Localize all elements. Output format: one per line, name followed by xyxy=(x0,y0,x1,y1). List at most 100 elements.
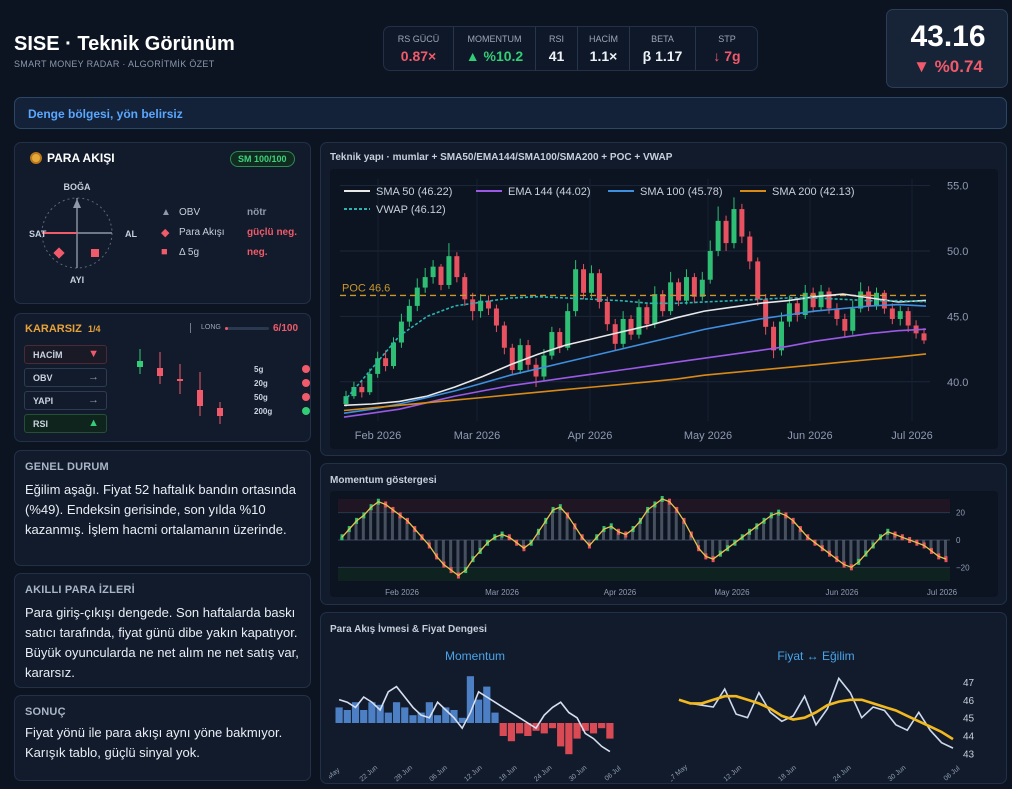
momentum-bar xyxy=(863,540,867,554)
flow-bar xyxy=(343,710,351,723)
y-tick-label: 43 xyxy=(963,749,975,760)
price-box: 43.16 ▼ %0.74 xyxy=(886,9,1008,88)
momentum-chart[interactable]: 20 0 −20 Feb 2026 Mar 2026 Apr 2026 May 2026 Ju… xyxy=(330,491,998,597)
legend-row: ■ Δ 5g neg. xyxy=(161,246,306,263)
metric-value: β 1.17 xyxy=(642,48,683,64)
overbought-zone xyxy=(338,499,950,513)
page-title: SISE · Teknik Görünüm xyxy=(14,33,235,55)
legend-value: nötr xyxy=(247,207,267,218)
sm-badge: SM 100/100 xyxy=(230,151,295,167)
momentum-bar xyxy=(885,531,889,540)
flow-bar xyxy=(524,723,532,736)
y-tick-label: 40.0 xyxy=(947,377,968,389)
flow-bar xyxy=(368,702,376,723)
momentum-bar xyxy=(376,501,380,540)
card-title: GENEL DURUM xyxy=(25,461,109,473)
chart-title: Para Akış İvmesi & Fiyat Dengesi xyxy=(330,624,487,635)
signal-chip-rsi: RSI ▲ xyxy=(24,414,107,433)
y-tick-label: 47 xyxy=(963,678,975,689)
chart-title: Momentum göstergesi xyxy=(330,475,437,486)
flow-bar xyxy=(335,707,343,723)
momentum-bar xyxy=(536,531,540,540)
candle xyxy=(549,332,555,356)
momentum-bar xyxy=(725,540,729,549)
candle xyxy=(588,273,594,293)
candle xyxy=(501,325,507,348)
momentum-bar xyxy=(543,520,547,540)
momentum-bar xyxy=(674,509,678,540)
timeframe-dot-50g xyxy=(302,393,310,401)
momentum-bar xyxy=(347,529,351,540)
price-trend-chart[interactable]: 47 46 45 44 43 27 May 12 Jun 18 Jun 24 Jun 30 Jun… xyxy=(671,665,1001,783)
candle xyxy=(486,300,492,309)
y-tick-label: 50.0 xyxy=(947,246,968,258)
flow-bar xyxy=(442,707,450,723)
candle xyxy=(786,303,792,322)
flow-bar xyxy=(360,710,368,723)
x-tick-label: Mar 2026 xyxy=(485,588,519,597)
flow-bar xyxy=(598,723,606,729)
momentum-bar xyxy=(441,540,445,565)
x-tick-label: 27 May xyxy=(671,763,689,783)
candle xyxy=(644,307,650,325)
metrics-strip: RS GÜCÜ 0.87× MOMENTUM ▲ %10.2 RSI 41 HA… xyxy=(383,26,758,71)
chevron-down-icon: ▼ xyxy=(88,348,99,360)
flow-line xyxy=(338,685,611,753)
momentum-bar xyxy=(645,509,649,540)
flow-bar xyxy=(565,723,573,755)
x-tick-label: 24 Jun xyxy=(832,764,853,783)
long-label: LONG xyxy=(201,324,221,331)
metric-value: 1.1× xyxy=(589,48,618,64)
candle xyxy=(715,220,721,251)
x-tick-label: 30 Jun xyxy=(887,764,908,783)
candle xyxy=(755,261,761,300)
momentum-bar xyxy=(827,540,831,554)
momentum-bar xyxy=(667,501,671,540)
legend-label: SMA 50 (46.22) xyxy=(376,186,452,198)
momentum-bar xyxy=(383,504,387,540)
x-tick-label: 30 Jun xyxy=(568,764,589,783)
momentum-bar xyxy=(521,540,525,549)
momentum-bar xyxy=(631,529,635,540)
card-text: Eğilim aşağı. Fiyat 52 haftalık bandın o… xyxy=(25,482,296,537)
x-tick-label: 18 Jun xyxy=(498,764,519,783)
compass-left: SAT xyxy=(29,229,47,239)
panel-title: PARA AKIŞI xyxy=(47,151,115,165)
momentum-bar xyxy=(478,540,482,551)
metric-rs: RS GÜCÜ 0.87× xyxy=(384,27,454,70)
flow-bar xyxy=(466,676,474,723)
price-change: ▼ %0.74 xyxy=(913,57,983,76)
trend-line xyxy=(678,676,954,749)
candle xyxy=(897,311,903,319)
price-chart[interactable]: 40.0 45.0 50.0 55.0 Feb 2026 Mar 2026 Apr 2026… xyxy=(330,169,998,449)
candle xyxy=(406,305,412,322)
candle xyxy=(493,308,499,326)
compass-chart: BOĞA AYI SAT AL xyxy=(29,181,137,285)
metric-momentum: MOMENTUM ▲ %10.2 xyxy=(454,27,536,70)
flow-bar xyxy=(606,723,614,739)
subchart-title-fiyat: Fiyat ↔ Eğilim xyxy=(777,649,855,663)
candle xyxy=(889,308,895,319)
momentum-bar-chart[interactable]: May 22 Jun 28 Jun 06 Jun 12 Jun 18 Jun 24 Jun 3… xyxy=(329,665,624,783)
candle xyxy=(905,311,911,326)
momentum-bar xyxy=(842,540,846,565)
signal-chip-hacim: HACİM ▼ xyxy=(24,345,107,364)
triangle-icon: ▲ xyxy=(161,207,171,218)
metric-label: MOMENTUM xyxy=(467,34,522,44)
card-text: Fiyat yönü ile para akışı aynı yöne bakm… xyxy=(25,725,283,760)
candle xyxy=(565,311,571,348)
square-icon: ■ xyxy=(161,246,168,258)
card-akilli-para: AKILLI PARA İZLERİ Para giriş-çıkışı den… xyxy=(14,573,311,688)
metric-value: ↓ 7g xyxy=(713,48,741,64)
flow-bar xyxy=(376,704,384,723)
ma-line xyxy=(343,303,927,414)
momentum-bar xyxy=(361,515,365,540)
metric-value: ▲ %10.2 xyxy=(465,48,524,64)
momentum-bar xyxy=(820,540,824,549)
legend-label: VWAP (46.12) xyxy=(376,204,446,216)
legend-label: EMA 144 (44.02) xyxy=(508,186,591,198)
timeframe-dot-5g xyxy=(302,365,310,373)
card-title: AKILLI PARA İZLERİ xyxy=(25,584,135,596)
candle xyxy=(581,269,587,293)
momentum-bar xyxy=(551,509,555,540)
